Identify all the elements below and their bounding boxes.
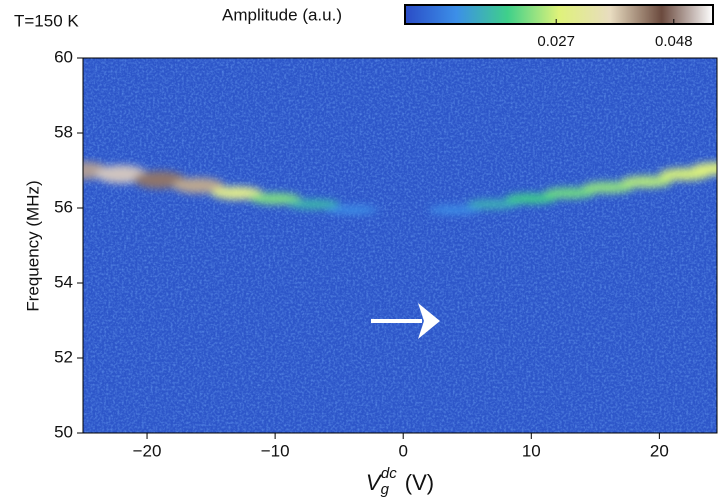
plot-frame (82, 57, 718, 434)
ridge-point (287, 199, 340, 210)
x-tick-label: −20 (133, 441, 162, 460)
colorbar-tick-label: 0.027 (537, 33, 575, 50)
x-axis-label: Vgdc (V) (366, 465, 434, 498)
colorbar (404, 4, 714, 25)
ridge-point (505, 193, 558, 204)
x-tick-label: 0 (398, 441, 407, 460)
ridge-point (428, 205, 481, 214)
ridge-point (249, 192, 302, 205)
heatmap-noise (83, 58, 717, 433)
x-tick-label: −10 (261, 441, 290, 460)
x-label-unit: (V) (405, 470, 434, 495)
plot-area (83, 58, 717, 433)
x-label-sup: dc (381, 465, 397, 482)
ridge-point (691, 162, 717, 175)
y-axis-label: Frequency (MHz) (23, 180, 42, 311)
ridge-point (543, 187, 596, 199)
y-tick-label: 50 (54, 422, 73, 441)
x-tick-label: 10 (522, 441, 541, 460)
ridge (83, 161, 717, 214)
ridge-point (582, 181, 635, 194)
chart-title: T=150 K (14, 11, 79, 30)
colorbar-label: Amplitude (a.u.) (222, 5, 342, 24)
colorbar-tick-label: 0.048 (655, 33, 693, 50)
arrow (371, 303, 440, 339)
y-tick-label: 60 (54, 47, 73, 66)
ridge-point (325, 205, 378, 214)
x-label-symbol: V (366, 470, 383, 495)
x-tick-label: 20 (650, 441, 669, 460)
y-tick-label: 54 (54, 272, 73, 291)
x-label-sub: g (381, 481, 390, 498)
ridge-point (620, 175, 673, 188)
ridge-point (172, 177, 225, 194)
ridge-point (210, 186, 263, 200)
y-tick-label: 58 (54, 122, 73, 141)
y-tick-label: 56 (54, 197, 73, 216)
ridge-point (466, 199, 519, 209)
y-tick-label: 52 (54, 347, 73, 366)
